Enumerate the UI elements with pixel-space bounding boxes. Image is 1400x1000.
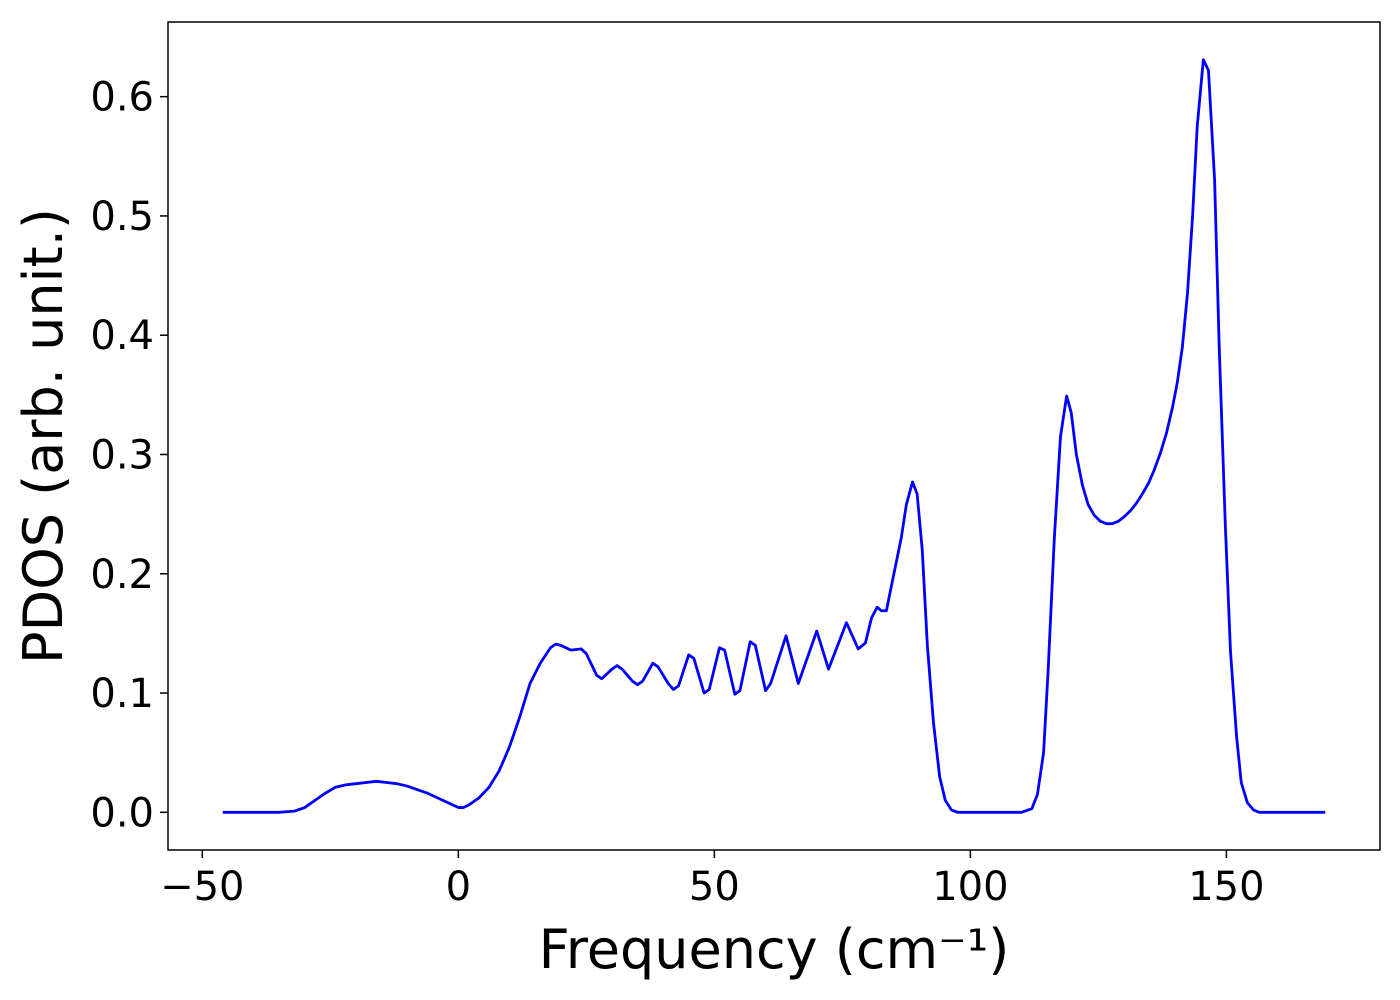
y-tick-label: 0.6 [90, 75, 154, 121]
y-axis-label: PDOS (arb. unit.) [12, 208, 75, 664]
y-tick-label: 0.0 [90, 790, 154, 836]
x-axis-label: Frequency (cm⁻¹) [539, 918, 1010, 981]
x-tick-label: 100 [932, 864, 1008, 910]
x-tick-label: 0 [446, 864, 471, 910]
y-tick-label: 0.4 [90, 313, 154, 359]
y-tick-label: 0.1 [90, 671, 154, 717]
data-line [222, 58, 1326, 814]
plot-frame [167, 21, 1381, 851]
y-tick-label: 0.2 [90, 552, 154, 598]
x-tick-label: 150 [1188, 864, 1264, 910]
y-tick-label: 0.3 [90, 432, 154, 478]
y-tick-label: 0.5 [90, 194, 154, 240]
x-tick-label: 50 [689, 864, 740, 910]
x-tick-label: −50 [160, 864, 244, 910]
